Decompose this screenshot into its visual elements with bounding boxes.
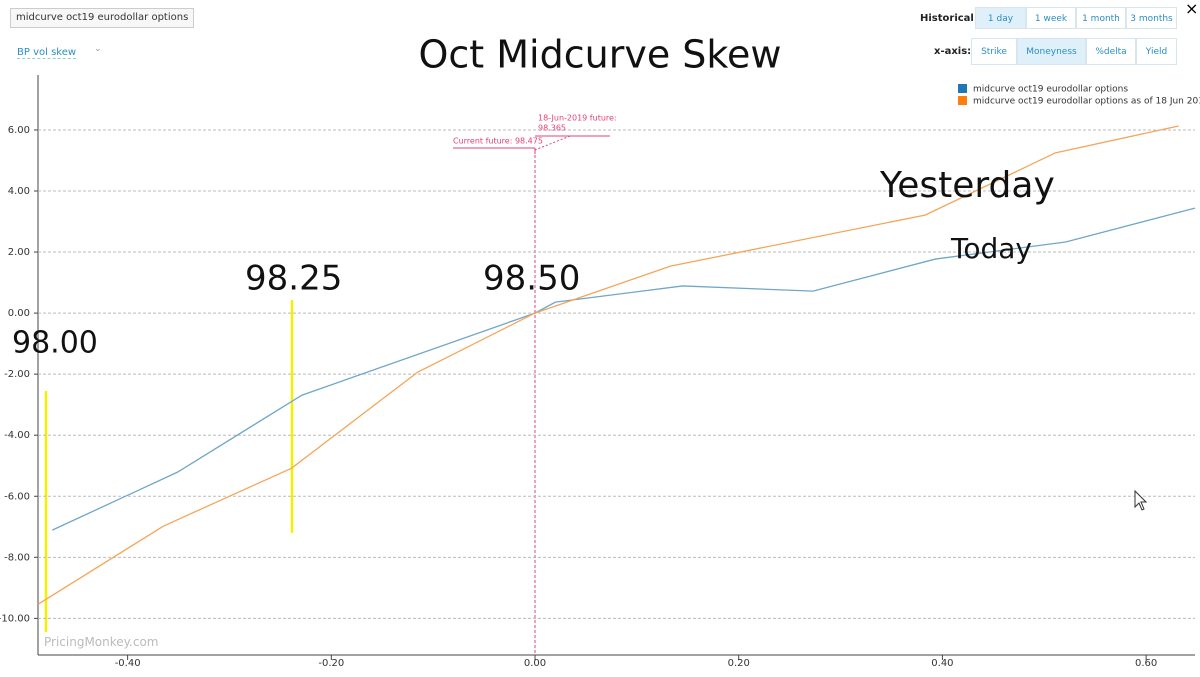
dropdown-arrow[interactable]: ⌄	[94, 44, 102, 54]
x-tick-label: 0.00	[524, 658, 546, 669]
series-line	[51, 207, 1196, 531]
instrument-box[interactable]: midcurve oct19 eurodollar options	[10, 8, 195, 28]
watermark: PricingMonkey.com	[44, 635, 159, 649]
chart-title: Oct Midcurve Skew	[418, 33, 781, 77]
annotation: 98.25	[245, 259, 342, 299]
annotation: 18-Jun-2019 future:	[538, 114, 617, 123]
legend-swatch	[958, 96, 967, 105]
option-button[interactable]: %delta	[1086, 38, 1136, 65]
close-button[interactable]: ×	[1185, 0, 1199, 18]
legend-swatch	[958, 84, 967, 93]
y-tick-label: -8.00	[4, 552, 30, 563]
series-line	[37, 125, 1179, 605]
y-tick-label: 2.00	[8, 247, 30, 258]
mouse-cursor	[1134, 489, 1148, 511]
y-tick-label: 6.00	[8, 125, 30, 136]
option-button[interactable]: 1 week	[1026, 7, 1076, 29]
annotation: 98.00	[12, 326, 98, 361]
y-tick-label: -4.00	[4, 430, 30, 441]
option-button[interactable]: 3 months	[1126, 7, 1177, 29]
y-tick-label: 0.00	[8, 308, 30, 319]
x-tick-label: 0.20	[728, 658, 750, 669]
y-tick-label: -6.00	[4, 491, 30, 502]
y-tick-label: -10.00	[0, 613, 30, 624]
option-button[interactable]: Yield	[1136, 38, 1177, 65]
x-tick-label: 0.40	[931, 658, 953, 669]
y-tick-label: 4.00	[8, 186, 30, 197]
option-button[interactable]: 1 day	[975, 7, 1026, 29]
legend-label: midcurve oct19 eurodollar options as of …	[973, 97, 1200, 107]
annotation: Current future: 98.475	[453, 137, 543, 146]
annotation: 98.50	[483, 259, 580, 299]
annotation: 98.365	[538, 124, 566, 133]
measure-select[interactable]: BP vol skew	[17, 47, 77, 59]
option-button[interactable]: 1 month	[1076, 7, 1126, 29]
x-tick-label: 0.60	[1135, 658, 1157, 669]
annotation: Today	[950, 232, 1032, 265]
x-tick-label: -0.20	[318, 658, 344, 669]
x-tick-label: -0.40	[115, 658, 141, 669]
option-button[interactable]: Moneyness	[1017, 38, 1086, 65]
historical-label: Historical:	[920, 13, 978, 24]
legend-label: midcurve oct19 eurodollar options	[973, 85, 1128, 95]
y-tick-label: -2.00	[4, 369, 30, 380]
annotation: Yesterday	[879, 165, 1055, 206]
xaxis-label: x-axis:	[934, 46, 972, 57]
option-button[interactable]: Strike	[971, 38, 1017, 65]
